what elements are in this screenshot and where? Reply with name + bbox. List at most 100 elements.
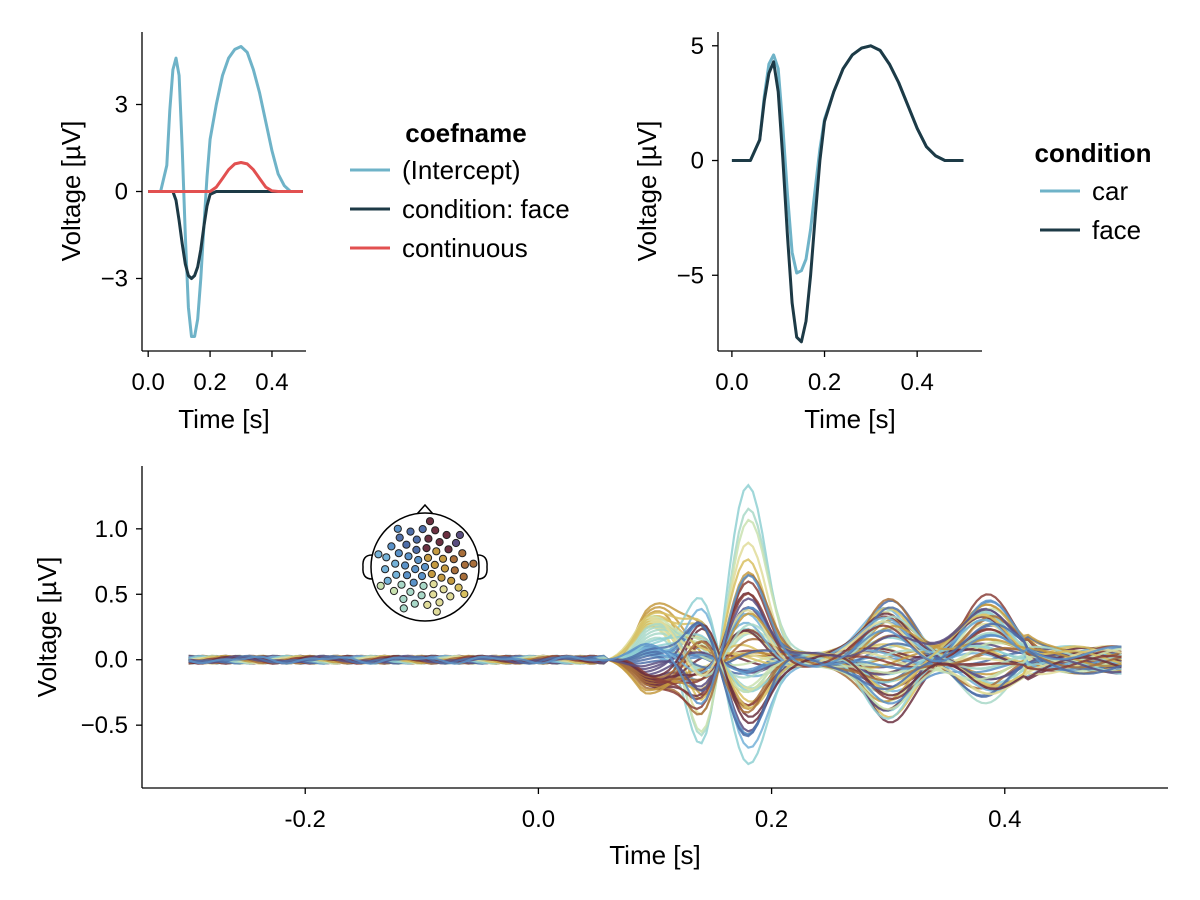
electrode-marker xyxy=(401,561,410,570)
cond-x-axis-label: Time [s] xyxy=(804,404,895,434)
electrode-marker xyxy=(424,534,433,543)
condition-chart: 0.0 0.2 0.4 −5 0 5 Time [s] Voltage [µV] cond… xyxy=(632,32,1151,434)
coef-y-axis-label: Voltage [µV] xyxy=(56,121,86,262)
channel-line xyxy=(188,573,1122,705)
topoplot-inset xyxy=(362,503,488,622)
legend-label: car xyxy=(1092,176,1128,206)
electrode-marker xyxy=(399,594,408,604)
butterfly-ticks: -0.2 0.0 0.2 0.4 −0.5 0.0 0.5 1.0 xyxy=(81,516,1022,833)
butterfly-x-axis-label: Time [s] xyxy=(609,840,700,870)
coef-x-axis-label: Time [s] xyxy=(178,404,269,434)
butterfly-chart: -0.2 0.0 0.2 0.4 −0.5 0.0 0.5 1.0 Time [s] Volt… xyxy=(32,466,1168,870)
electrode-marker xyxy=(460,589,469,599)
coef-chart: 0.0 0.2 0.4 −3 0 3 Time [s] Voltage [µV] coef… xyxy=(56,32,570,434)
electrode-marker xyxy=(412,545,421,555)
coef-legend-title: coefname xyxy=(405,118,526,148)
head-nose-icon xyxy=(416,503,434,515)
x-tick-label: 0.4 xyxy=(988,806,1021,833)
electrode-marker xyxy=(376,581,385,590)
electrode-marker xyxy=(469,559,478,568)
electrode-marker xyxy=(374,550,383,559)
y-tick-label: −3 xyxy=(101,266,128,293)
electrode-marker xyxy=(458,549,467,558)
electrode-marker xyxy=(399,604,408,613)
coef-series-layer xyxy=(148,45,303,338)
electrode-marker xyxy=(414,555,423,565)
x-tick-label: 0.0 xyxy=(522,806,555,833)
electrode-marker xyxy=(454,583,463,592)
butterfly-y-axis-label: Voltage [µV] xyxy=(32,557,62,698)
channel-line xyxy=(188,597,1122,692)
electrode-marker xyxy=(409,578,418,587)
legend-label: condition: face xyxy=(402,194,570,224)
electrode-marker xyxy=(429,580,438,589)
electrode-marker xyxy=(459,572,468,581)
electrode-marker xyxy=(420,562,430,572)
electrode-marker xyxy=(394,549,403,558)
electrode-marker xyxy=(404,552,413,561)
electrode-marker xyxy=(432,547,441,556)
electrode-marker xyxy=(425,517,435,526)
cond-ticks: 0.0 0.2 0.4 −5 0 5 xyxy=(677,33,934,396)
series-line-continuous xyxy=(148,161,303,193)
electrode-marker xyxy=(397,580,406,589)
electrode-marker xyxy=(411,565,420,574)
electrode-marker xyxy=(432,607,441,616)
coef-legend: coefname (Intercept) condition: face conti… xyxy=(350,118,570,263)
electrode-marker xyxy=(451,538,461,548)
electrode-marker xyxy=(450,566,459,575)
x-tick-label: 0.2 xyxy=(755,806,788,833)
electrode-marker xyxy=(402,540,411,549)
electrode-marker xyxy=(439,585,448,594)
y-tick-label: 0 xyxy=(115,179,128,206)
electrode-marker xyxy=(418,525,427,534)
electrode-marker xyxy=(427,569,436,579)
cond-y-axis-label: Voltage [µV] xyxy=(632,121,662,262)
legend-label: (Intercept) xyxy=(402,155,521,185)
electrode-marker xyxy=(438,554,448,563)
legend-label: face xyxy=(1092,215,1141,245)
y-tick-label: −5 xyxy=(677,262,704,289)
series-line-face xyxy=(731,44,964,344)
electrode-marker xyxy=(449,555,458,564)
coef-ticks: 0.0 0.2 0.4 −3 0 3 xyxy=(101,92,289,397)
x-tick-label: 0.0 xyxy=(132,369,165,396)
electrode-marker xyxy=(389,586,399,596)
electrode-marker xyxy=(435,598,444,607)
electrode-marker xyxy=(383,576,392,585)
electrode-marker xyxy=(442,530,451,540)
electrode-marker xyxy=(412,535,421,544)
electrode-marker xyxy=(417,591,426,600)
series-line-intercept xyxy=(148,45,303,338)
electrode-marker xyxy=(419,581,428,591)
electrode-marker xyxy=(406,587,415,597)
electrode-marker xyxy=(444,545,453,554)
butterfly-series-layer xyxy=(188,483,1122,766)
electrode-marker xyxy=(381,565,390,574)
electrode-marker xyxy=(455,530,464,540)
legend-label: continuous xyxy=(402,233,528,263)
x-tick-label: 0.4 xyxy=(900,369,933,396)
electrode-marker xyxy=(410,599,419,608)
y-tick-label: 1.0 xyxy=(95,516,128,543)
electrode-marker xyxy=(460,560,469,569)
y-tick-label: 0.0 xyxy=(95,647,128,674)
x-tick-label: 0.4 xyxy=(255,369,288,396)
electrode-marker xyxy=(402,571,412,580)
electrode-marker xyxy=(447,576,456,585)
electrode-marker xyxy=(395,533,404,542)
x-tick-label: -0.2 xyxy=(285,806,326,833)
electrode-marker xyxy=(423,600,432,610)
electrode-marker xyxy=(391,559,400,568)
channel-line xyxy=(188,621,1122,738)
electrode-marker xyxy=(430,560,439,570)
x-tick-label: 0.2 xyxy=(808,369,841,396)
x-tick-label: 0.0 xyxy=(715,369,748,396)
electrode-marker xyxy=(446,592,455,601)
condition-legend: condition car face xyxy=(1035,138,1152,245)
y-tick-label: 5 xyxy=(691,33,704,60)
series-line-condition-face xyxy=(148,190,303,280)
head-ear-left-icon xyxy=(362,554,373,580)
electrode-marker xyxy=(392,570,401,579)
